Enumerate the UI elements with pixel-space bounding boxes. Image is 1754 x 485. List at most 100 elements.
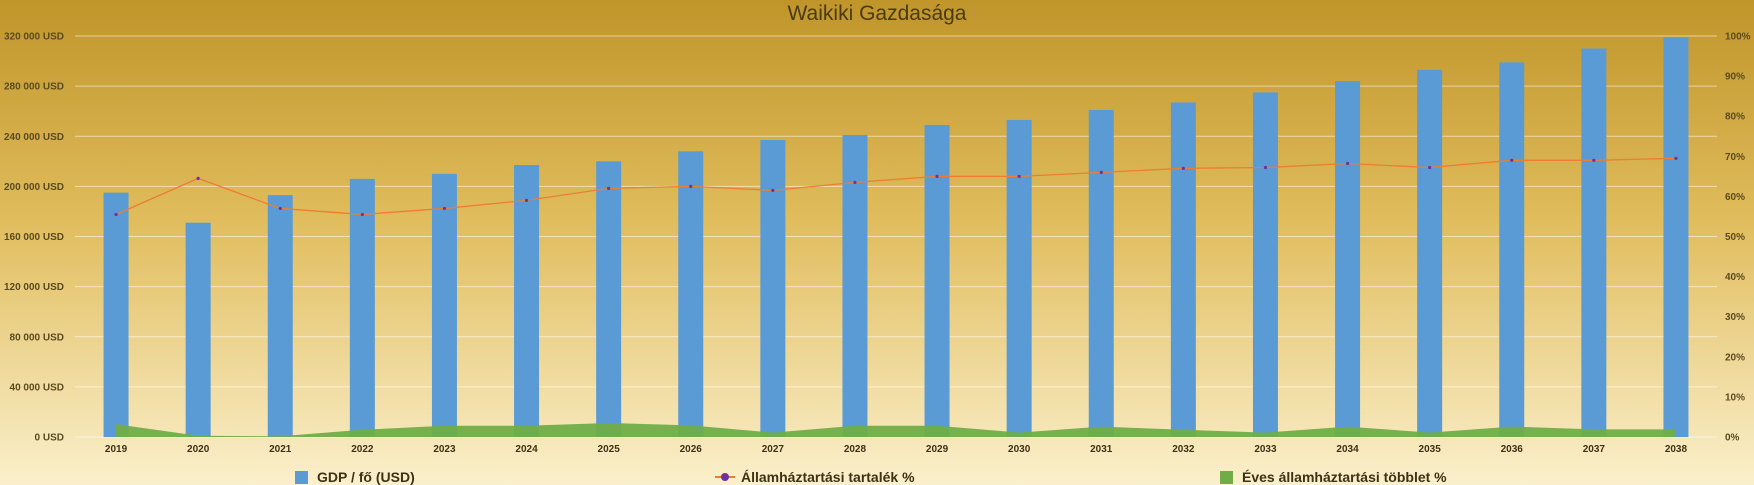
- right-axis-tick-label: 20%: [1725, 352, 1745, 363]
- x-axis-tick-label: 2030: [1008, 444, 1031, 455]
- bar-gdp[interactable]: [924, 124, 950, 438]
- right-axis-tick-label: 30%: [1725, 312, 1745, 323]
- bar-gdp[interactable]: [185, 222, 211, 437]
- line-point-reserve[interactable]: [607, 186, 611, 190]
- left-axis-labels: 0 USD 40 000 USD 80 000 USD 120 000 USD 160 …: [4, 32, 64, 444]
- x-axis-tick-label: 2028: [844, 444, 867, 455]
- x-axis-tick-label: 2026: [680, 444, 703, 455]
- line-point-reserve[interactable]: [771, 188, 775, 192]
- left-axis-tick-label: 240 000 USD: [4, 132, 64, 143]
- gridlines: [75, 35, 1717, 438]
- legend-item-surplus[interactable]: Éves államháztartási többlet %: [1220, 469, 1447, 485]
- bar-gdp[interactable]: [1252, 92, 1278, 437]
- right-axis-tick-label: 0%: [1725, 433, 1740, 444]
- x-axis-tick-label: 2033: [1254, 444, 1277, 455]
- legend-item-gdp[interactable]: GDP / fő (USD): [295, 469, 415, 485]
- bar-gdp[interactable]: [1417, 69, 1443, 437]
- x-axis-tick-label: 2020: [187, 444, 210, 455]
- x-axis-tick-label: 2029: [926, 444, 949, 455]
- line-point-reserve[interactable]: [1181, 166, 1185, 170]
- legend-label-surplus: Éves államháztartási többlet %: [1242, 469, 1447, 485]
- bar-gdp[interactable]: [678, 151, 704, 437]
- left-axis-tick-label: 280 000 USD: [4, 82, 64, 93]
- line-point-reserve[interactable]: [360, 212, 364, 217]
- x-axis-tick-label: 2037: [1583, 444, 1606, 455]
- line-point-reserve[interactable]: [1592, 158, 1596, 162]
- x-axis-tick-label: 2036: [1501, 444, 1524, 455]
- x-axis-tick-label: 2023: [433, 444, 456, 455]
- line-point-reserve[interactable]: [689, 184, 693, 188]
- bar-gdp[interactable]: [103, 192, 129, 437]
- line-point-reserve[interactable]: [1099, 170, 1103, 174]
- right-axis-tick-label: 50%: [1725, 232, 1745, 243]
- left-axis-tick-label: 80 000 USD: [10, 332, 64, 343]
- right-axis-tick-label: 70%: [1725, 152, 1745, 163]
- legend-item-reserve[interactable]: Államháztartási tartalék %: [715, 469, 915, 485]
- x-axis-tick-label: 2031: [1090, 444, 1113, 455]
- right-axis-tick-label: 40%: [1725, 272, 1745, 283]
- line-point-reserve[interactable]: [1674, 156, 1678, 160]
- line-point-reserve[interactable]: [1017, 174, 1021, 178]
- bar-gdp[interactable]: [431, 173, 457, 437]
- right-axis-tick-label: 80%: [1725, 112, 1745, 123]
- left-axis-tick-label: 160 000 USD: [4, 232, 64, 243]
- x-axis-tick-label: 2024: [515, 444, 538, 455]
- x-axis-tick-label: 2038: [1665, 444, 1688, 455]
- area-surplus[interactable]: [116, 422, 1676, 437]
- bar-gdp[interactable]: [1006, 119, 1032, 437]
- bar-gdp[interactable]: [514, 165, 540, 437]
- x-axis-tick-label: 2035: [1419, 444, 1442, 455]
- x-axis-tick-label: 2032: [1172, 444, 1195, 455]
- legend-label-reserve: Államháztartási tartalék %: [741, 469, 915, 485]
- legend-swatch-gdp: [295, 471, 308, 484]
- right-axis-labels: 0% 10% 20% 30% 40% 50% 60% 70% 80% 90% 100%: [1725, 32, 1751, 444]
- bar-gdp[interactable]: [1335, 81, 1361, 438]
- left-axis-tick-label: 120 000 USD: [4, 282, 64, 293]
- bar-gdp[interactable]: [760, 140, 786, 437]
- bar-gdp[interactable]: [1581, 48, 1607, 437]
- line-point-reserve[interactable]: [935, 174, 939, 178]
- right-axis-tick-label: 90%: [1725, 72, 1745, 83]
- right-axis-tick-label: 100%: [1725, 32, 1751, 43]
- legend: GDP / fő (USD) Államháztartási tartalék …: [295, 469, 1447, 485]
- bar-series: [103, 37, 1689, 438]
- x-axis-tick-label: 2022: [351, 444, 374, 455]
- line-point-reserve[interactable]: [196, 176, 200, 180]
- left-axis-tick-label: 200 000 USD: [4, 182, 64, 193]
- line-point-reserve[interactable]: [524, 198, 529, 203]
- line-point-reserve[interactable]: [278, 206, 282, 211]
- bar-gdp[interactable]: [596, 161, 622, 437]
- line-point-reserve[interactable]: [1428, 165, 1432, 170]
- area-series: [116, 422, 1676, 437]
- bar-gdp[interactable]: [1499, 62, 1525, 438]
- bar-gdp[interactable]: [1663, 37, 1689, 438]
- line-point-reserve[interactable]: [442, 206, 447, 211]
- x-axis-tick-label: 2027: [762, 444, 785, 455]
- x-axis-tick-label: 2025: [598, 444, 621, 455]
- line-reserve[interactable]: [115, 157, 1676, 216]
- legend-label-gdp: GDP / fő (USD): [317, 469, 415, 485]
- line-point-reserve[interactable]: [114, 212, 118, 217]
- bar-gdp[interactable]: [1170, 102, 1196, 438]
- line-point-reserve[interactable]: [1345, 161, 1350, 166]
- right-axis-tick-label: 10%: [1725, 392, 1745, 403]
- x-axis-tick-label: 2021: [269, 444, 292, 455]
- bar-gdp[interactable]: [842, 134, 868, 437]
- legend-swatch-reserve-marker: [721, 473, 729, 481]
- line-point-reserve[interactable]: [1510, 158, 1514, 162]
- left-axis-tick-label: 40 000 USD: [10, 382, 64, 393]
- line-series: [114, 156, 1678, 217]
- bar-gdp[interactable]: [349, 178, 375, 437]
- line-point-reserve[interactable]: [1263, 165, 1268, 170]
- left-axis-tick-label: 0 USD: [35, 433, 64, 444]
- right-axis-tick-label: 60%: [1725, 192, 1745, 203]
- line-point-reserve[interactable]: [853, 180, 857, 184]
- x-axis-tick-label: 2019: [105, 444, 128, 455]
- bar-gdp[interactable]: [267, 195, 293, 437]
- chart-title: Waikiki Gazdasága: [788, 2, 967, 25]
- bar-gdp[interactable]: [1088, 109, 1114, 437]
- legend-swatch-surplus: [1220, 471, 1233, 484]
